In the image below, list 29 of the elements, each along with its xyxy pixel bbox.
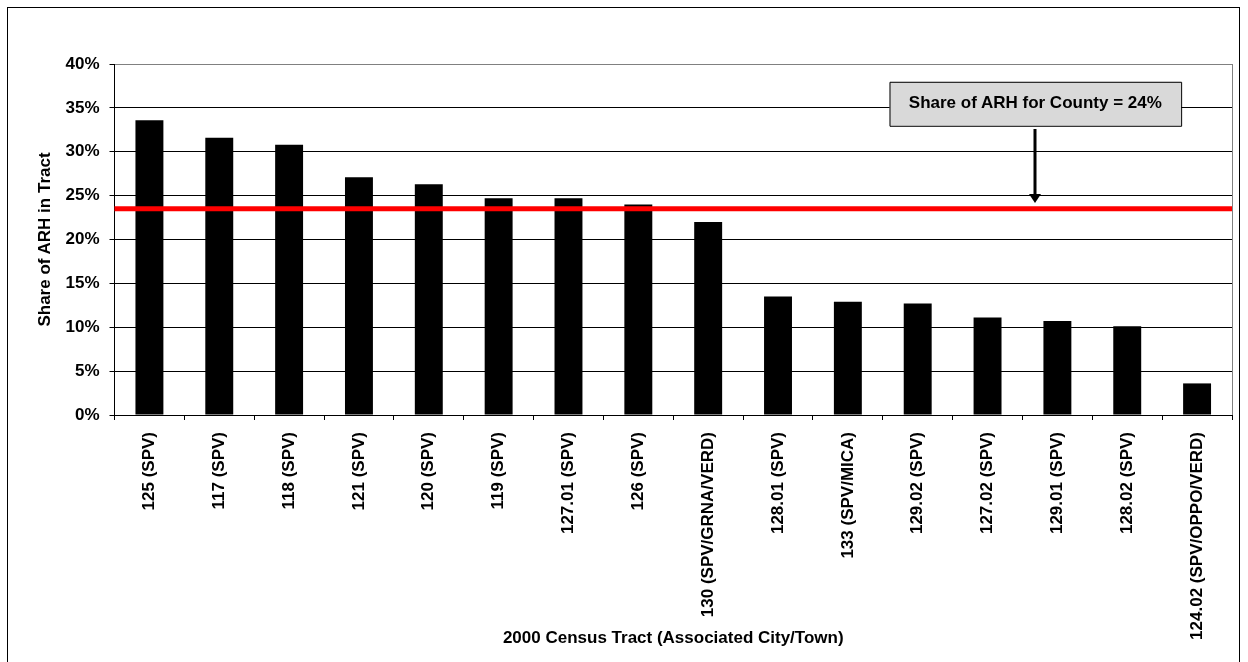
x-tick-label: 126 (SPV) (628, 432, 648, 511)
x-tick-label: 121 (SPV) (348, 432, 368, 511)
x-tick-label: 125 (SPV) (139, 432, 159, 511)
x-tick-label: 128.01 (SPV) (767, 432, 787, 535)
y-tick-label: 30% (65, 141, 100, 161)
y-tick-label: 5% (74, 360, 100, 380)
x-tick-label: 128.02 (SPV) (1116, 432, 1136, 535)
x-tick-label: 129.01 (SPV) (1047, 432, 1067, 535)
annotation: Share of ARH for County = 24% (908, 93, 1162, 113)
x-tick-label: 119 (SPV) (488, 432, 508, 510)
x-tick-label: 120 (SPV) (418, 432, 438, 511)
y-tick-label: 35% (65, 97, 100, 117)
y-tick-label: 15% (65, 273, 100, 293)
x-tick-label: 118 (SPV) (278, 432, 298, 510)
x-tick-label: 127.01 (SPV) (558, 432, 578, 535)
y-tick-label: 25% (65, 185, 100, 205)
y-tick-label: 10% (65, 316, 100, 336)
y-axis-title: Share of ARH in Tract (34, 152, 54, 327)
x-tick-label: 124.02 (SPV/OPPO/VERD) (1186, 432, 1206, 640)
x-tick-label: 117 (SPV) (208, 432, 228, 510)
y-tick-label: 20% (65, 229, 100, 249)
x-axis-title: 2000 Census Tract (Associated City/Town) (502, 628, 844, 648)
x-tick-label: 129.02 (SPV) (907, 432, 927, 535)
x-tick-label: 133 (SPV/MICA) (837, 432, 857, 559)
y-tick-label: 0% (74, 404, 100, 424)
x-tick-label: 130 (SPV/GRNA/VERD) (697, 432, 717, 618)
y-tick-label: 40% (65, 53, 100, 73)
x-tick-label: 127.02 (SPV) (977, 432, 997, 535)
bar (1183, 383, 1212, 415)
